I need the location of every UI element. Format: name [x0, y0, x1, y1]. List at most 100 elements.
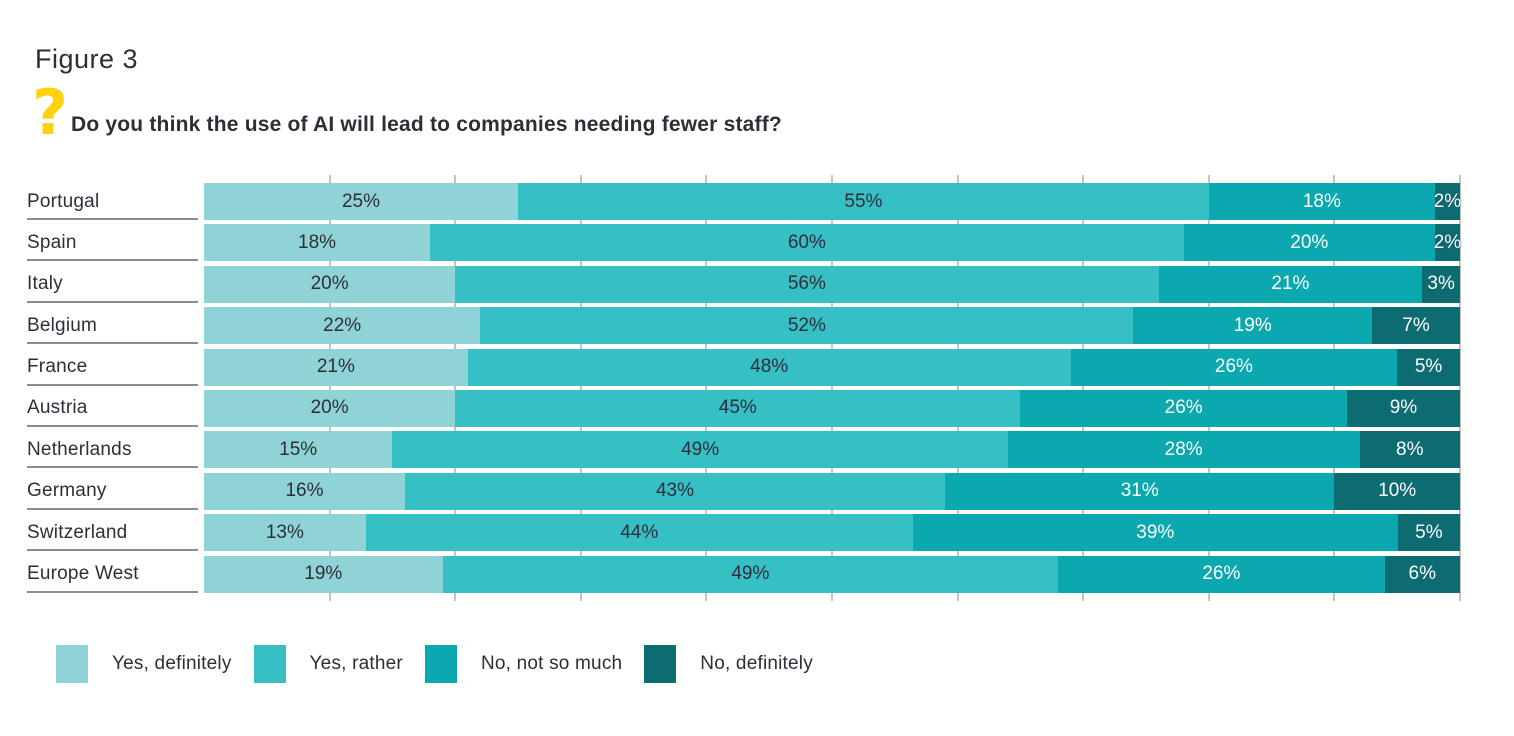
bar-segment: 28%: [1007, 431, 1360, 469]
bar-segment: 20%: [204, 265, 456, 303]
chart-row: Europe West 19% 49% 26% 6%: [0, 555, 1514, 593]
chart-row: Spain 18% 60% 20% 2%: [0, 224, 1514, 262]
bar-segment: 21%: [1158, 265, 1423, 303]
legend-swatch: [424, 645, 457, 683]
country-label: Italy: [27, 273, 63, 295]
bar-segment: 2%: [1434, 224, 1461, 262]
country-label: Netherlands: [27, 438, 132, 460]
bar-segment: 52%: [480, 307, 1134, 345]
chart-row: Switzerland 13% 44% 39% 5%: [0, 514, 1514, 552]
chart-row: Germany 16% 43% 31% 10%: [0, 472, 1514, 510]
chart-row: Portugal 25% 55% 18% 2%: [0, 183, 1514, 220]
chart-row: Austria 20% 45% 26% 9%: [0, 389, 1514, 427]
gridline-tick: [328, 175, 331, 601]
bar-segment: 18%: [204, 224, 431, 262]
legend-item: No, not so much: [424, 645, 623, 683]
bar-segment: 39%: [912, 514, 1398, 552]
country-label: Belgium: [27, 314, 98, 336]
country-label: Switzerland: [27, 521, 128, 543]
gridline-tick: [956, 175, 959, 601]
legend-swatch: [644, 645, 677, 683]
gridline-tick: [454, 175, 457, 601]
bar-segment: 18%: [1208, 183, 1435, 220]
bar-segment: 19%: [1133, 307, 1373, 345]
bar-area: 20% 56% 21% 3%: [204, 265, 1460, 303]
chart-row: Italy 20% 56% 21% 3%: [0, 265, 1514, 303]
bar-area: 22% 52% 19% 7%: [204, 307, 1460, 345]
bar-segment: 55%: [518, 183, 1209, 220]
question-text: Do you think the use of AI will lead to …: [70, 112, 782, 136]
bar-segment: 49%: [442, 555, 1059, 593]
country-label: Austria: [27, 397, 88, 419]
figure-label: Figure 3: [35, 44, 139, 74]
gridline-tick: [579, 175, 582, 601]
legend-item: Yes, definitely: [56, 645, 232, 683]
country-label-cell: Spain: [0, 224, 204, 262]
chart-row: Belgium 22% 52% 19% 7%: [0, 307, 1514, 345]
legend-label: Yes, definitely: [112, 653, 232, 674]
bar-segment: 9%: [1346, 389, 1460, 427]
bar-area: 13% 44% 39% 5%: [204, 514, 1460, 552]
country-label-underline: [27, 424, 198, 427]
bar-segment: 2%: [1434, 183, 1461, 220]
country-label-cell: France: [0, 349, 204, 386]
bar-area: 21% 48% 26% 5%: [204, 348, 1460, 386]
bar-segment: 44%: [365, 514, 913, 552]
chart-row: Netherlands 15% 49% 28% 8%: [0, 431, 1514, 469]
country-label-cell: Germany: [0, 473, 204, 510]
bar-segment: 25%: [204, 183, 518, 220]
question-mark-icon: ?: [32, 76, 68, 149]
bar-area: 20% 45% 26% 9%: [204, 389, 1460, 427]
bar-segment: 5%: [1397, 514, 1460, 552]
bar-segment: 60%: [430, 224, 1184, 262]
country-label: Portugal: [27, 190, 100, 212]
bar-segment: 56%: [455, 265, 1159, 303]
legend-swatch: [253, 645, 286, 683]
bar-segment: 13%: [204, 514, 366, 552]
bar-area: 19% 49% 26% 6%: [204, 555, 1460, 593]
bar-segment: 48%: [467, 348, 1071, 386]
country-label-underline: [27, 300, 198, 303]
bar-segment: 22%: [204, 307, 481, 345]
country-label-underline: [27, 466, 198, 469]
gridline-tick: [831, 175, 833, 601]
country-label-cell: Italy: [0, 266, 204, 303]
chart-legend: Yes, definitely Yes, rather No, not so muc…: [56, 645, 835, 683]
bar-segment: 31%: [945, 472, 1335, 510]
bar-area: 18% 60% 20% 2%: [204, 224, 1461, 262]
bar-segment: 5%: [1397, 348, 1460, 386]
bar-segment: 15%: [204, 431, 393, 469]
bar-segment: 20%: [204, 389, 456, 427]
legend-label: No, not so much: [480, 653, 623, 674]
bar-segment: 8%: [1359, 431, 1460, 469]
bar-segment: 26%: [1058, 555, 1385, 593]
country-label-cell: Portugal: [0, 183, 204, 220]
country-label-underline: [27, 549, 198, 552]
country-label-cell: Netherlands: [0, 431, 204, 469]
bar-segment: 20%: [1183, 224, 1435, 262]
country-label-underline: [27, 342, 198, 345]
country-label-underline: [27, 259, 198, 262]
bar-segment: 49%: [392, 431, 1008, 469]
bar-segment: 43%: [404, 472, 946, 510]
legend-item: No, definitely: [644, 645, 813, 683]
bar-segment: 3%: [1422, 265, 1460, 303]
gridline-tick: [705, 175, 708, 601]
gridline-tick: [1333, 175, 1336, 601]
country-label-underline: [27, 383, 198, 386]
gridline-tick: [1082, 175, 1085, 601]
bar-area: 16% 43% 31% 10%: [204, 472, 1460, 510]
chart-rows: Portugal 25% 55% 18% 2% Spain 18% 60% 20% 2% Italy…: [0, 183, 1514, 593]
country-label-underline: [27, 590, 198, 593]
bar-segment: 26%: [1070, 348, 1398, 386]
bar-segment: 16%: [204, 472, 405, 510]
country-label-underline: [27, 507, 198, 510]
legend-swatch: [56, 645, 88, 683]
gridline-tick: [1459, 175, 1461, 601]
chart-row: France 21% 48% 26% 5%: [0, 348, 1514, 386]
bar-segment: 26%: [1020, 389, 1347, 427]
bar-segment: 45%: [455, 389, 1021, 427]
country-label: Spain: [27, 231, 77, 253]
bar-segment: 10%: [1334, 472, 1460, 510]
